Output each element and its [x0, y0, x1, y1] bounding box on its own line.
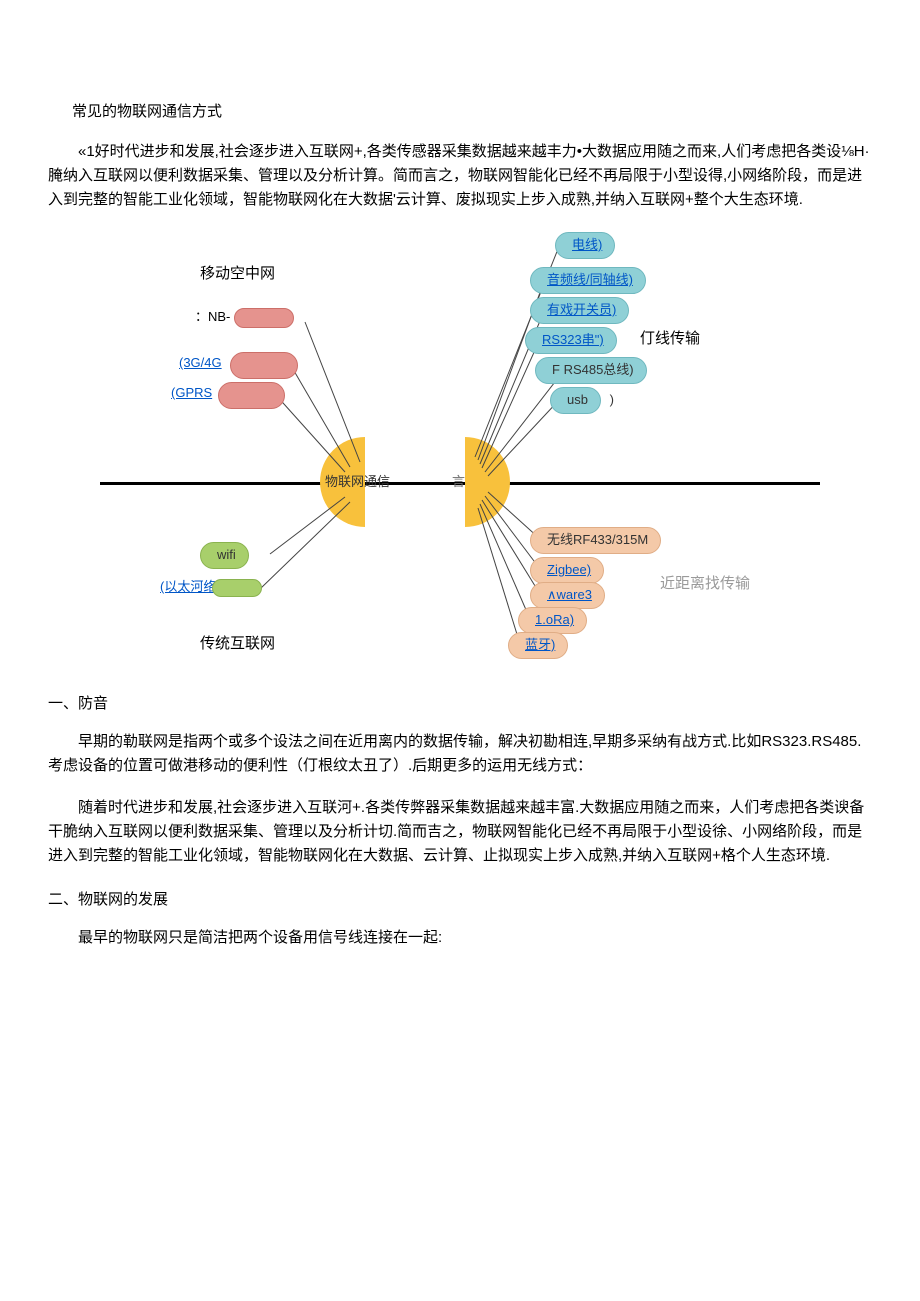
node-lora: 1.oRa)	[518, 607, 587, 634]
connector-lines	[100, 232, 820, 672]
node-powerline-label: 电线)	[572, 237, 602, 252]
section2-p1: 最早的物联网只是简洁把两个设备用信号线连接在一起:	[48, 926, 872, 950]
node-zwave: ∧ware3	[530, 582, 605, 609]
node-rs485: F RS485总线)	[535, 357, 647, 384]
document-title: 常见的物联网通信方式	[72, 100, 872, 124]
node-gprs-label: (GPRS	[171, 383, 212, 404]
node-wifi: wifi	[200, 542, 249, 569]
node-rs323-label: RS323串")	[542, 332, 604, 347]
node-zigbee-label: Zigbee)	[547, 562, 591, 577]
node-ethernet-pill	[212, 579, 262, 597]
node-audio-coax: 音频线/同轴线)	[530, 267, 646, 294]
node-switch-label: 有戏开关员)	[547, 302, 616, 317]
node-usb: usb)	[550, 387, 601, 414]
node-nb-pill	[234, 308, 294, 328]
section1-p2: 随着时代进步和发展,社会逐步进入互联河+.各类传弊器采集数据越来越丰富.大数据应…	[48, 796, 872, 868]
node-switch: 有戏开关员)	[530, 297, 629, 324]
center-node-label: 物联网通信	[325, 472, 390, 493]
node-audio-coax-label: 音频线/同轴线)	[547, 272, 633, 287]
node-powerline: 电线)	[555, 232, 615, 259]
node-rs323: RS323串")	[525, 327, 617, 354]
node-3g4g-label: (3G/4G	[179, 353, 222, 374]
node-usb-suffix: )	[610, 390, 614, 411]
node-zwave-label: ∧ware3	[547, 587, 592, 602]
center-gap-label: 言	[452, 472, 465, 493]
node-zigbee: Zigbee)	[530, 557, 604, 584]
section2-heading: 二、物联网的发展	[48, 888, 872, 912]
node-rs485-label: RS485总线)	[564, 362, 634, 377]
node-gprs: (GPRS GPRS	[218, 382, 285, 409]
section1-heading: 一、防音	[48, 692, 872, 716]
node-rf433: 无线RF433/315M	[530, 527, 661, 554]
node-3g4g: (3G/4G 3G/4G	[230, 352, 298, 379]
section1-p1: 早期的勒联网是指两个或多个设法之间在近用离内的数据传输，解决初勘相连,早期多采纳…	[48, 730, 872, 778]
iot-communication-diagram: 物联网通信 言 移动空中网 传统互联网 仃线传输 近距离找传输 ：NB- (3G…	[100, 232, 820, 672]
intro-paragraph: «1好时代进步和发展,社会逐步进入互联网+,各类传感器采集数据越来越丰力•大数据…	[48, 140, 872, 212]
node-bluetooth-label: 蓝牙)	[525, 637, 555, 652]
node-bluetooth: 蓝牙)	[508, 632, 568, 659]
node-rs485-prefix: F	[552, 362, 564, 377]
node-lora-label: 1.oRa)	[535, 612, 574, 627]
node-usb-label: usb	[567, 392, 588, 407]
